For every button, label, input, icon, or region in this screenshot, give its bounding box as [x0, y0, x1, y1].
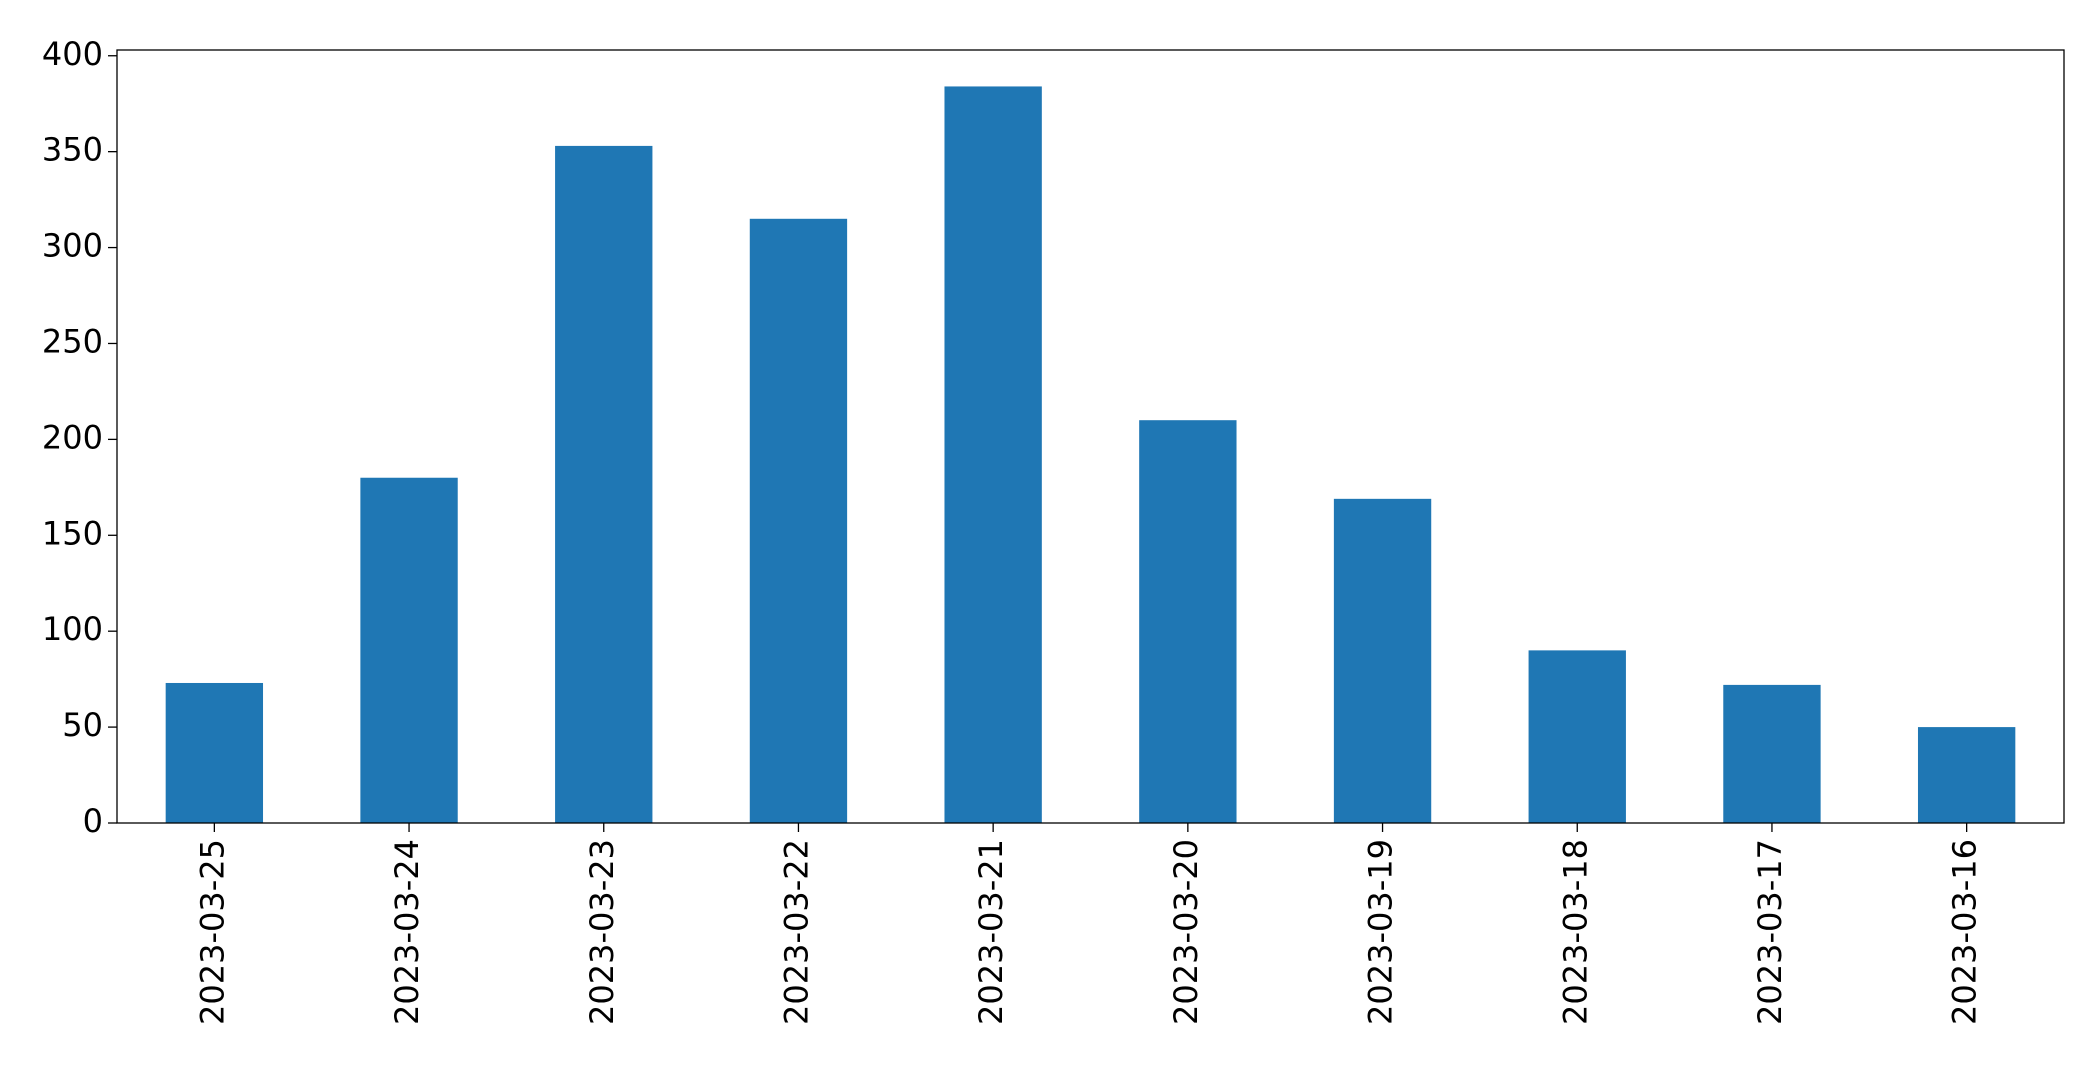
y-tick-label: 200: [42, 418, 103, 456]
y-tick-label: 0: [83, 802, 103, 840]
x-tick-label: 2023-03-19: [1362, 839, 1400, 1025]
y-tick-label: 250: [42, 322, 103, 360]
x-tick-label: 2023-03-20: [1167, 839, 1205, 1025]
x-tick-label: 2023-03-24: [388, 839, 426, 1025]
plot-frame: [116, 49, 2065, 824]
bar: [1723, 684, 1821, 823]
bar: [1528, 650, 1626, 823]
y-tick-label: 150: [42, 514, 103, 552]
bar: [944, 86, 1042, 824]
y-tick-label: 300: [42, 227, 103, 265]
bar: [749, 218, 848, 823]
y-tick-label: 400: [42, 35, 103, 73]
x-tick-label: 2023-03-16: [1946, 839, 1984, 1025]
y-tick-label: 50: [62, 706, 103, 744]
bar: [555, 145, 653, 823]
y-tick-label: 350: [42, 131, 103, 169]
x-tick-label: 2023-03-23: [583, 839, 621, 1025]
x-tick-label: 2023-03-18: [1556, 839, 1594, 1025]
x-tick-label: 2023-03-25: [193, 839, 231, 1025]
x-tick-label: 2023-03-21: [972, 839, 1010, 1025]
x-tick-label: 2023-03-17: [1751, 839, 1789, 1025]
bar: [165, 682, 264, 823]
bar: [360, 477, 458, 823]
bar: [1917, 727, 2016, 823]
y-tick-label: 100: [42, 610, 103, 648]
bar: [1333, 498, 1432, 823]
x-tick-label: 2023-03-22: [777, 839, 815, 1025]
bar: [1139, 420, 1237, 823]
